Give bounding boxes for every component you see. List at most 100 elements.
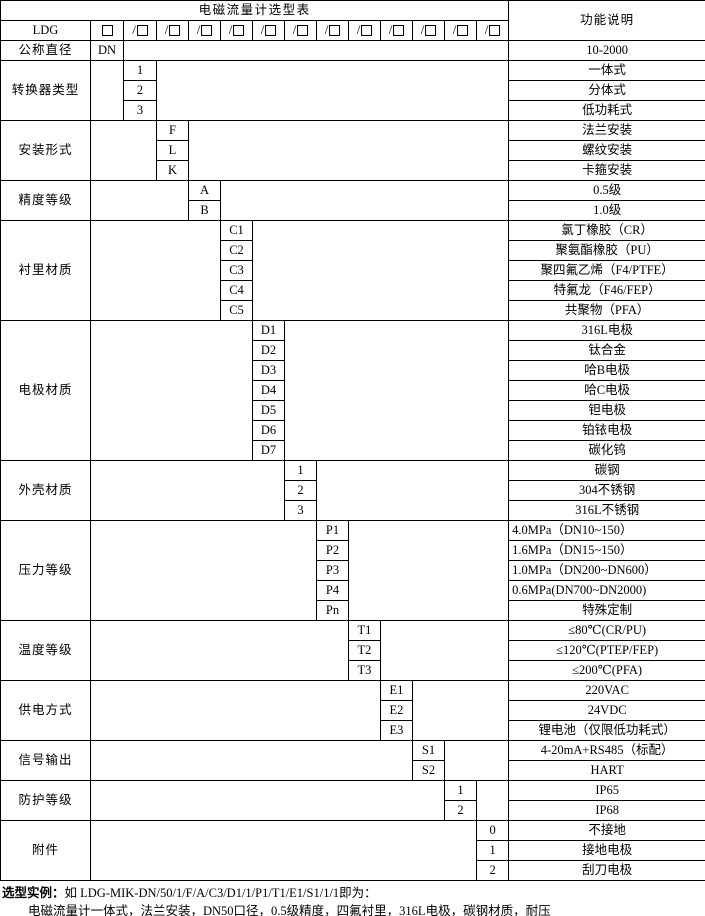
spacer-right-11	[475, 780, 510, 821]
desc-cell-7-3: 0.6MPa(DN700~DN2000)	[508, 580, 705, 601]
code-box-0[interactable]	[90, 20, 124, 41]
code-box-5[interactable]: /	[252, 20, 285, 41]
code-cell-4-3[interactable]: C4	[220, 280, 253, 301]
desc-cell-3-1: 1.0级	[508, 200, 705, 221]
table-row: L 螺纹安装	[1, 140, 705, 161]
code-cell-9-0[interactable]: E1	[380, 680, 413, 701]
spacer-left-1	[90, 60, 124, 121]
code-cell-7-2[interactable]: P3	[316, 560, 349, 581]
spacer-left-10	[90, 740, 413, 781]
code-box-10[interactable]: /	[412, 20, 445, 41]
code-cell-6-1[interactable]: 2	[284, 480, 317, 501]
code-cell-1-1[interactable]: 2	[123, 80, 157, 101]
code-box-square	[265, 25, 277, 36]
code-box-7[interactable]: /	[316, 20, 349, 41]
spacer-right-6	[315, 460, 510, 521]
code-cell-1-2[interactable]: 3	[123, 100, 157, 121]
code-cell-4-2[interactable]: C3	[220, 260, 253, 281]
code-box-8[interactable]: /	[348, 20, 381, 41]
code-cell-6-0[interactable]: 1	[284, 460, 317, 481]
code-cell-7-1[interactable]: P2	[316, 540, 349, 561]
code-cell-1-0[interactable]: 1	[123, 60, 157, 81]
code-cell-5-2[interactable]: D3	[252, 360, 285, 381]
code-box-1[interactable]: /	[123, 20, 157, 41]
code-cell-4-1[interactable]: C2	[220, 240, 253, 261]
code-cell-4-0[interactable]: C1	[220, 220, 253, 241]
code-cell-7-0[interactable]: P1	[316, 520, 349, 541]
table-row: E3 锂电池（仅限低功耗式）	[1, 720, 705, 741]
code-cell-10-0[interactable]: S1	[412, 740, 445, 761]
desc-cell-8-0: ≤80℃(CR/PU)	[508, 620, 705, 641]
code-cell-2-0[interactable]: F	[156, 120, 189, 141]
code-box-square	[489, 25, 501, 36]
code-cell-8-1[interactable]: T2	[348, 640, 381, 661]
code-cell-12-1[interactable]: 1	[475, 840, 510, 861]
table-row: E2 24VDC	[1, 700, 705, 721]
code-cell-3-0[interactable]: A	[188, 180, 221, 201]
code-cell-2-1[interactable]: L	[156, 140, 189, 161]
code-cell-11-0[interactable]: 1	[444, 780, 477, 801]
desc-cell-10-1: HART	[508, 760, 705, 781]
table-row: 精度等级 A 0.5级	[0, 180, 705, 221]
table-row: D7 碳化钨	[1, 440, 705, 461]
spacer-right-8	[379, 620, 510, 681]
code-cell-9-2[interactable]: E3	[380, 720, 413, 741]
title-row: 电磁流量计选型表 功能说明	[0, 0, 705, 41]
table-row: 外壳材质 1 碳钢	[0, 460, 705, 521]
code-box-9[interactable]: /	[380, 20, 413, 41]
table-title: 电磁流量计选型表	[0, 0, 510, 21]
code-cell-5-5[interactable]: D6	[252, 420, 285, 441]
spacer-left-8	[90, 620, 349, 681]
category-8: 温度等级	[0, 620, 91, 681]
spacer-left-6	[90, 460, 285, 521]
code-cell-10-1[interactable]: S2	[412, 760, 445, 781]
code-cell-6-2[interactable]: 3	[284, 500, 317, 521]
code-box-3[interactable]: /	[188, 20, 221, 41]
desc-cell-11-1: IP68	[508, 800, 705, 821]
code-cell-5-1[interactable]: D2	[252, 340, 285, 361]
desc-cell-8-1: ≤120℃(PTEP/FEP)	[508, 640, 705, 661]
code-cell-7-4[interactable]: Pn	[316, 600, 349, 621]
code-box-11[interactable]: /	[444, 20, 477, 41]
code-box-2[interactable]: /	[156, 20, 189, 41]
code-cell-8-0[interactable]: T1	[348, 620, 381, 641]
code-cell-0-0[interactable]: DN	[90, 40, 124, 61]
code-box-4[interactable]: /	[220, 20, 253, 41]
table-row: 3 316L不锈钢	[1, 500, 705, 521]
code-cell-9-1[interactable]: E2	[380, 700, 413, 721]
code-cell-4-4[interactable]: C5	[220, 300, 253, 321]
code-cell-12-2[interactable]: 2	[475, 860, 510, 881]
spacer-left-5	[90, 320, 253, 461]
desc-cell-9-2: 锂电池（仅限低功耗式）	[508, 720, 705, 741]
code-cell-5-0[interactable]: D1	[252, 320, 285, 341]
category-0: 公称直径	[0, 40, 91, 61]
spacer-right-10	[443, 740, 510, 781]
category-3: 精度等级	[0, 180, 91, 221]
spacer-right-5	[283, 320, 510, 461]
code-box-square	[393, 25, 405, 36]
code-cell-11-1[interactable]: 2	[444, 800, 477, 821]
code-cell-2-2[interactable]: K	[156, 160, 189, 181]
table-row: C2 聚氨酯橡胶（PU）	[1, 240, 705, 261]
category-1: 转换器类型	[0, 60, 91, 121]
code-box-square	[329, 25, 341, 36]
code-box-square	[101, 25, 113, 36]
table-row: 公称直径 DN 10-2000	[0, 40, 705, 61]
table-row: P2 1.6MPa（DN15~150）	[1, 540, 705, 561]
code-box-6[interactable]: /	[284, 20, 317, 41]
desc-cell-4-1: 聚氨酯橡胶（PU）	[508, 240, 705, 261]
table-row: 信号输出 S1 4-20mA+RS485（标配）	[0, 740, 705, 781]
code-box-square	[361, 25, 373, 36]
code-cell-12-0[interactable]: 0	[475, 820, 510, 841]
code-cell-7-3[interactable]: P4	[316, 580, 349, 601]
code-cell-5-6[interactable]: D7	[252, 440, 285, 461]
code-cell-8-2[interactable]: T3	[348, 660, 381, 681]
selection-table: 电磁流量计选型表 功能说明 LDG / / / / / / / / / / / / 公称直径 DN 10-2000…	[0, 0, 705, 881]
desc-cell-7-1: 1.6MPa（DN15~150）	[508, 540, 705, 561]
desc-cell-12-2: 刮刀电极	[508, 860, 705, 881]
code-cell-5-3[interactable]: D4	[252, 380, 285, 401]
code-cell-3-1[interactable]: B	[188, 200, 221, 221]
code-box-12[interactable]: /	[475, 20, 510, 41]
code-cell-5-4[interactable]: D5	[252, 400, 285, 421]
spacer-left-4	[90, 220, 221, 321]
